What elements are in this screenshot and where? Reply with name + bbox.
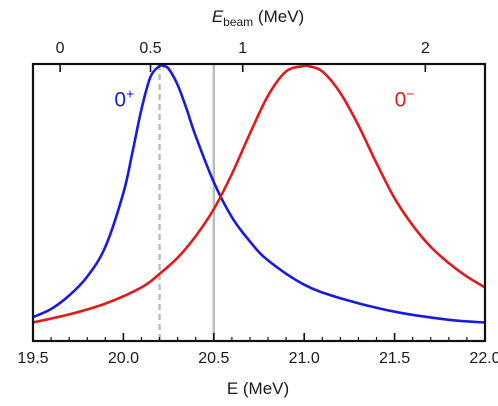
series-group: [32, 63, 486, 324]
x-tick-label: 19.5: [17, 350, 48, 367]
series-label-0-minus: 0−: [395, 86, 415, 112]
series-label-0-plus-sup: +: [126, 86, 134, 102]
series-label-0-plus-main: 0: [114, 89, 126, 112]
x-tick-label: 22.0: [469, 350, 498, 367]
series-line-0: [32, 63, 486, 324]
top-tick-label: 0.5: [139, 40, 161, 57]
x-tick-label: 21.5: [379, 350, 410, 367]
top-axis-label-sub: beam: [223, 15, 253, 29]
x-tick-label: 21.0: [289, 350, 320, 367]
series-label-0-plus: 0+: [114, 86, 134, 112]
top-axis-label-main: E: [212, 7, 224, 26]
x-tick-label: 20.5: [198, 350, 229, 367]
series-label-0-minus-main: 0: [395, 89, 407, 112]
top-axis: 0 0.5 1 2: [56, 40, 430, 72]
series-line-1: [32, 64, 486, 324]
x-axis-label: E (MeV): [227, 379, 289, 398]
bottom-axis: 19.5 20.0 20.5 21.0 21.5 22.0: [17, 333, 498, 367]
top-tick-label: 2: [421, 40, 430, 57]
top-axis-label-unit: (MeV): [253, 7, 304, 26]
plot-frame: [31, 62, 487, 343]
top-tick-label: 1: [238, 40, 247, 57]
x-tick-label: 20.0: [108, 350, 139, 367]
top-tick-label: 0: [56, 40, 65, 57]
series-label-0-minus-sup: −: [406, 86, 414, 102]
top-axis-label: Ebeam (MeV): [212, 7, 304, 29]
reference-lines: [158, 64, 216, 341]
